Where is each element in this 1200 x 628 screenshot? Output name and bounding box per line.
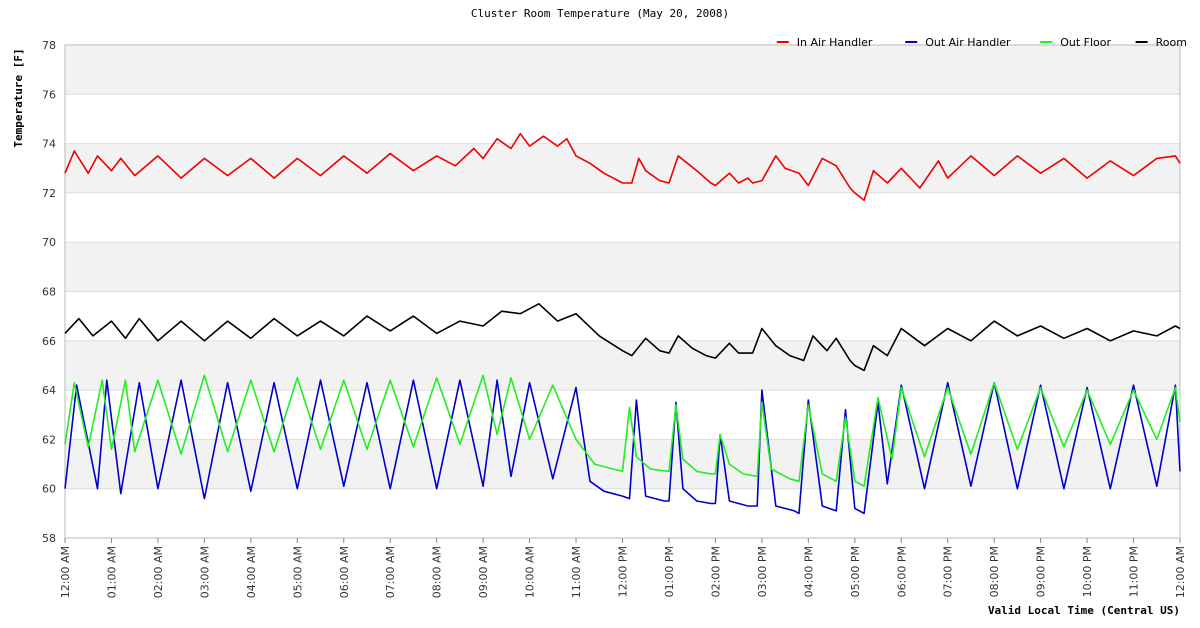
x-tick-label: 11:00 AM <box>570 546 583 598</box>
x-tick-label: 12:00 AM <box>59 546 72 598</box>
plot-band <box>65 390 1180 440</box>
x-tick-label: 03:00 PM <box>756 546 769 597</box>
x-tick-label: 04:00 PM <box>802 546 815 597</box>
x-axis: 12:00 AM 01:00 AM 02:00 AM 03:00 AM 04:00 AM… <box>59 538 1187 598</box>
legend: Room Out Floor Out Air Handler In Air Handl… <box>776 36 1187 49</box>
y-tick-label: 68 <box>42 286 56 299</box>
x-tick-label: 09:00 PM <box>1035 546 1048 597</box>
legend-label-room: Room <box>1156 36 1187 49</box>
legend-label-in-air-handler: In Air Handler <box>797 36 873 49</box>
y-axis: 58 60 62 64 66 68 70 72 74 76 78 <box>42 39 56 545</box>
x-tick-label: 09:00 AM <box>477 546 490 598</box>
x-tick-label: 06:00 PM <box>895 546 908 597</box>
y-tick-label: 78 <box>42 39 56 52</box>
x-tick-label: 02:00 AM <box>152 546 165 598</box>
plot-background <box>65 45 1180 538</box>
series-line-out-floor <box>64 374 1181 488</box>
x-tick-label: 12:00 PM <box>617 546 630 597</box>
y-tick-label: 60 <box>42 483 56 496</box>
plot-band <box>65 192 1180 243</box>
plot-band <box>65 143 1180 193</box>
x-tick-label: 08:00 AM <box>431 546 444 598</box>
x-tick-label: 02:00 PM <box>709 546 722 597</box>
x-tick-label: 05:00 PM <box>849 546 862 597</box>
x-tick-label: 07:00 PM <box>942 546 955 597</box>
legend-label-out-floor: Out Floor <box>1060 36 1111 49</box>
x-axis-label: Valid Local Time (Central US) <box>988 604 1180 617</box>
x-tick-label: 04:00 AM <box>245 546 258 598</box>
x-tick-label: 07:00 AM <box>384 546 397 598</box>
series-line-in-air-handler <box>64 132 1181 202</box>
legend-label-out-air-handler: Out Air Handler <box>925 36 1011 49</box>
y-tick-label: 72 <box>42 187 56 200</box>
y-tick-label: 70 <box>42 236 56 249</box>
plot-band <box>65 291 1180 341</box>
series-line-room <box>64 302 1181 372</box>
x-tick-label: 10:00 PM <box>1081 546 1094 597</box>
x-tick-label: 12:00 AM <box>1174 546 1187 598</box>
x-tick-label: 01:00 AM <box>105 546 118 598</box>
x-tick-label: 08:00 PM <box>988 546 1001 597</box>
y-tick-label: 74 <box>42 138 56 151</box>
x-tick-label: 05:00 AM <box>291 546 304 598</box>
y-tick-label: 66 <box>42 335 56 348</box>
y-tick-label: 58 <box>42 532 56 545</box>
x-tick-label: 03:00 AM <box>198 546 211 598</box>
y-tick-label: 64 <box>42 384 56 397</box>
series-line-out-air-handler <box>64 379 1181 515</box>
y-tick-label: 62 <box>42 433 56 446</box>
plot-band <box>65 45 1180 95</box>
plot-band <box>65 242 1180 292</box>
plot-band <box>65 340 1180 391</box>
x-tick-label: 10:00 AM <box>524 546 537 598</box>
chart-title: Cluster Room Temperature (May 20, 2008) <box>471 7 729 20</box>
x-tick-label: 01:00 PM <box>663 546 676 597</box>
x-tick-label: 11:00 PM <box>1128 546 1141 597</box>
x-tick-label: 06:00 AM <box>338 546 351 598</box>
y-tick-label: 76 <box>42 88 56 101</box>
y-axis-label: Temperature [F] <box>12 48 25 147</box>
plot-band <box>65 94 1180 144</box>
series-lines <box>64 132 1181 515</box>
